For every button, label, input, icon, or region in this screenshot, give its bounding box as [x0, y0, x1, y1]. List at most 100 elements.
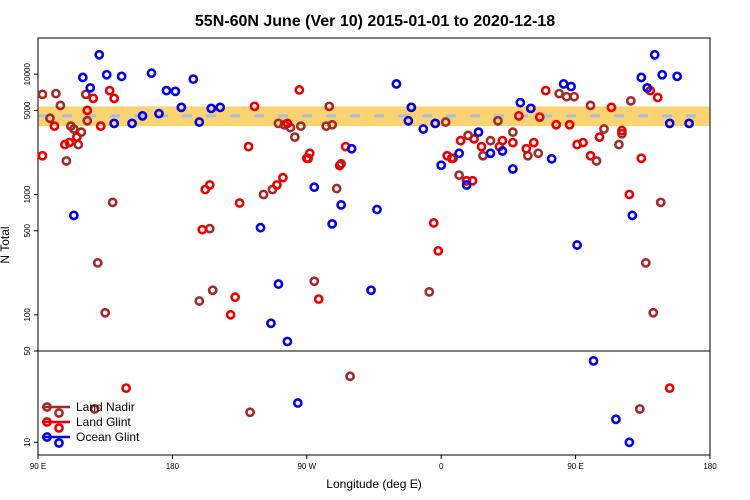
- data-point-land-nadir: [440, 117, 451, 127]
- data-point-land-glint: [334, 160, 345, 171]
- data-point-land-glint: [455, 135, 466, 146]
- data-point-land-nadir: [82, 115, 93, 126]
- data-point-ocean-glint: [109, 118, 120, 129]
- data-point-ocean-glint: [588, 355, 599, 366]
- data-point-land-nadir: [585, 100, 596, 111]
- data-point-land-nadir: [80, 89, 91, 100]
- data-point-ocean-glint: [346, 143, 357, 154]
- data-point-ocean-glint: [418, 124, 429, 134]
- data-point-land-glint: [507, 137, 518, 148]
- x-axis-ticks: 90 E 180 90 W 0 90 E 180: [30, 455, 717, 471]
- legend-label: Land Glint: [76, 415, 131, 429]
- data-point-ocean-glint: [94, 49, 105, 60]
- data-point-land-glint: [476, 141, 487, 152]
- data-point-land-glint: [278, 172, 288, 183]
- data-point-land-glint: [82, 105, 93, 116]
- data-point-ocean-glint: [188, 74, 199, 85]
- data-point-ocean-glint: [255, 222, 266, 233]
- data-point-ocean-glint: [406, 102, 417, 113]
- data-point-land-nadir: [327, 119, 338, 130]
- legend-marker: [42, 432, 52, 442]
- data-point-ocean-glint: [461, 180, 472, 190]
- data-point-land-glint: [104, 85, 115, 96]
- data-point-ocean-glint: [485, 148, 496, 159]
- data-point-land-nadir: [655, 197, 666, 208]
- data-point-land-nadir: [204, 223, 215, 234]
- x-tick-label: 90 E: [567, 462, 583, 471]
- series-land-glint: [37, 85, 675, 394]
- data-point-land-glint: [95, 121, 106, 132]
- data-point-land-glint: [521, 143, 532, 154]
- data-point-land-nadir: [61, 156, 72, 166]
- data-point-land-nadir: [207, 285, 218, 296]
- data-point-land-nadir: [37, 89, 48, 100]
- data-point-land-nadir: [640, 258, 651, 268]
- data-point-ocean-glint: [127, 118, 137, 129]
- data-point-ocean-glint: [664, 118, 675, 129]
- data-point-ocean-glint: [436, 160, 447, 171]
- data-point-ocean-glint: [154, 108, 164, 119]
- data-point-land-glint: [497, 135, 508, 146]
- data-point-land-nadir: [107, 197, 118, 208]
- data-point-ocean-glint: [684, 118, 694, 129]
- series-land-nadir: [37, 88, 666, 418]
- data-point-land-nadir: [507, 127, 518, 138]
- plot-border: [37, 37, 711, 456]
- chart-title: 55N-60N June (Ver 10) 2015-01-01 to 2020…: [195, 13, 555, 30]
- x-tick-label: 0: [439, 462, 444, 471]
- data-point-ocean-glint: [137, 111, 148, 121]
- data-point-ocean-glint: [309, 182, 320, 193]
- x-axis-label: Longitude (deg E): [326, 477, 421, 491]
- data-point-land-nadir: [424, 286, 435, 297]
- x-tick-label: 180: [703, 462, 717, 471]
- data-point-land-glint: [294, 85, 305, 95]
- y-axis-label: N Total: [0, 226, 12, 263]
- data-point-land-nadir: [295, 121, 306, 132]
- data-point-land-glint: [64, 137, 75, 148]
- data-point-land-nadir: [45, 113, 55, 124]
- data-point-ocean-glint: [566, 81, 577, 92]
- data-point-land-glint: [204, 180, 215, 190]
- data-point-land-nadir: [454, 170, 465, 180]
- data-point-land-glint: [230, 292, 241, 303]
- data-point-land-nadir: [68, 124, 79, 134]
- y-tick-label: 100: [23, 308, 32, 322]
- data-point-ocean-glint: [282, 336, 293, 347]
- data-point-land-nadir: [533, 148, 544, 159]
- data-point-land-nadir: [309, 276, 320, 287]
- data-point-land-nadir: [100, 307, 111, 318]
- x-tick-label: 90 W: [297, 462, 316, 471]
- data-point-ocean-glint: [101, 69, 112, 80]
- data-point-land-glint: [585, 150, 596, 161]
- data-point-land-glint: [624, 189, 635, 200]
- series-ocean-glint: [68, 49, 694, 448]
- data-point-land-nadir: [289, 132, 300, 143]
- data-point-land-nadir: [258, 189, 269, 200]
- data-point-land-glint: [109, 93, 120, 104]
- legend-label: Ocean Glint: [76, 430, 140, 444]
- data-point-land-glint: [37, 150, 48, 161]
- data-point-ocean-glint: [611, 414, 621, 425]
- data-point-land-nadir: [245, 407, 255, 418]
- data-point-land-glint: [446, 153, 457, 164]
- y-tick-label: 500: [23, 223, 32, 237]
- x-tick-label: 90 E: [30, 462, 46, 471]
- data-point-ocean-glint: [170, 86, 181, 97]
- plot-frame: [37, 37, 711, 456]
- data-point-land-nadir: [324, 101, 335, 112]
- data-point-land-glint: [540, 85, 551, 96]
- y-tick-label: 10: [23, 437, 32, 446]
- data-point-land-nadir: [345, 371, 356, 382]
- y-tick-label: 50: [23, 346, 32, 355]
- data-point-land-nadir: [485, 135, 496, 146]
- data-point-land-nadir: [614, 139, 624, 150]
- data-point-ocean-glint: [215, 102, 226, 113]
- data-point-land-glint: [272, 180, 282, 190]
- data-point-land-nadir: [51, 88, 61, 99]
- data-point-ocean-glint: [266, 318, 276, 329]
- data-point-ocean-glint: [473, 127, 484, 138]
- data-point-land-nadir: [591, 156, 602, 166]
- data-point-ocean-glint: [672, 71, 683, 82]
